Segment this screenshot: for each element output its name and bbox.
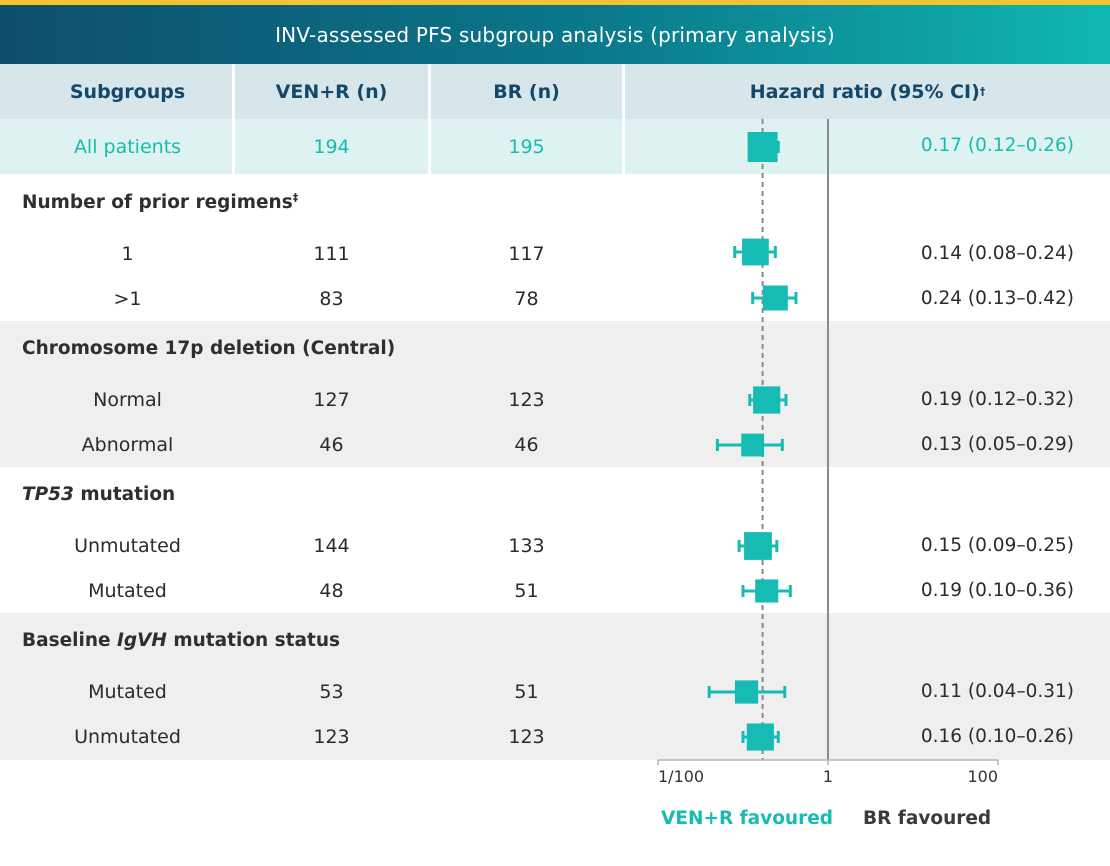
- all-patients-label: All patients: [73, 135, 182, 158]
- double-dagger-mark: ‡: [292, 190, 299, 204]
- group-title-italic: TP53: [22, 484, 74, 505]
- group-title-text: Baseline: [22, 630, 117, 651]
- header-ven-r: VEN+R (n): [275, 80, 388, 103]
- row-ven-r: 123: [313, 726, 350, 748]
- row-ven-r: 83: [319, 288, 344, 310]
- group-title-text: mutation: [73, 484, 176, 505]
- row-hr-text: 0.16 (0.10–0.26): [920, 726, 1074, 747]
- row-br: 133: [508, 535, 545, 557]
- group-title-text: mutation status: [166, 630, 341, 651]
- row-br: 46: [514, 434, 539, 456]
- column-separator: [622, 64, 625, 174]
- column-separator: [428, 64, 431, 174]
- hr-point-marker: [742, 238, 769, 266]
- group-title-italic: IgVH: [116, 630, 167, 651]
- hr-point-marker: [762, 285, 788, 311]
- x-tick-label: 1/100: [658, 767, 704, 786]
- group-title-text: Number of prior regimens: [22, 192, 293, 213]
- row-br: 51: [514, 681, 539, 703]
- row-hr-text: 0.19 (0.10–0.36): [920, 580, 1074, 601]
- row-ven-r: 127: [313, 389, 350, 411]
- group-title-text: Chromosome 17p deletion (Central): [22, 338, 396, 359]
- header-band: [0, 64, 1110, 119]
- row-ven-r: 53: [319, 681, 344, 703]
- header-subgroups: Subgroups: [69, 80, 186, 103]
- row-br: 78: [514, 288, 539, 310]
- ven-r-favoured-label: VEN+R favoured: [661, 808, 834, 829]
- row-label: 1: [121, 243, 134, 265]
- hr-point-marker: [744, 532, 772, 560]
- row-hr-text: 0.19 (0.12–0.32): [920, 389, 1074, 410]
- row-hr-text: 0.14 (0.08–0.24): [920, 243, 1074, 264]
- header-br: BR (n): [493, 80, 560, 103]
- group-band-chromosome-17p: [0, 321, 1110, 467]
- all-patients-band: [0, 119, 1110, 174]
- row-label: Mutated: [88, 681, 167, 703]
- group-title-igvh: Baseline IgVH mutation status: [22, 630, 340, 651]
- row-ven-r: 46: [319, 434, 344, 456]
- x-tick-label: 100: [967, 767, 998, 786]
- row-br: 123: [508, 726, 545, 748]
- row-br: 51: [514, 580, 539, 602]
- header-hazard-ratio: Hazard ratio (95% CI) †: [749, 80, 986, 103]
- row-hr-text: 0.13 (0.05–0.29): [920, 434, 1074, 455]
- row-label: Unmutated: [74, 726, 181, 748]
- row-label: Unmutated: [74, 535, 181, 557]
- x-tick-label: 1: [823, 767, 833, 786]
- all-patients-ven-r: 194: [313, 135, 350, 158]
- header-hazard-ratio-label: Hazard ratio (95% CI): [749, 80, 980, 103]
- row-label: >1: [113, 288, 142, 310]
- group-band-igvh: [0, 613, 1110, 760]
- row-hr-text: 0.11 (0.04–0.31): [920, 681, 1074, 702]
- row-ven-r: 111: [313, 243, 350, 265]
- row-label: Mutated: [88, 580, 167, 602]
- row-ven-r: 144: [313, 535, 350, 557]
- chart-title: INV-assessed PFS subgroup analysis (prim…: [0, 0, 1110, 64]
- row-hr-text: 0.15 (0.09–0.25): [920, 535, 1074, 556]
- br-favoured-label: BR favoured: [863, 808, 992, 829]
- hr-point-marker: [755, 579, 779, 603]
- row-label: Normal: [93, 389, 162, 411]
- all-patients-br: 195: [508, 135, 545, 158]
- column-separator: [232, 64, 235, 174]
- all-patients-hr-text: 0.17 (0.12–0.26): [920, 135, 1074, 156]
- row-br: 117: [508, 243, 545, 265]
- row-hr-text: 0.24 (0.13–0.42): [920, 288, 1074, 309]
- group-title-chromosome-17p: Chromosome 17p deletion (Central): [22, 338, 395, 359]
- row-label: Abnormal: [81, 434, 174, 456]
- row-br: 123: [508, 389, 545, 411]
- group-title-tp53: TP53 mutation: [22, 484, 175, 505]
- row-ven-r: 48: [319, 580, 344, 602]
- group-title-prior-regimens: Number of prior regimens‡: [22, 192, 298, 213]
